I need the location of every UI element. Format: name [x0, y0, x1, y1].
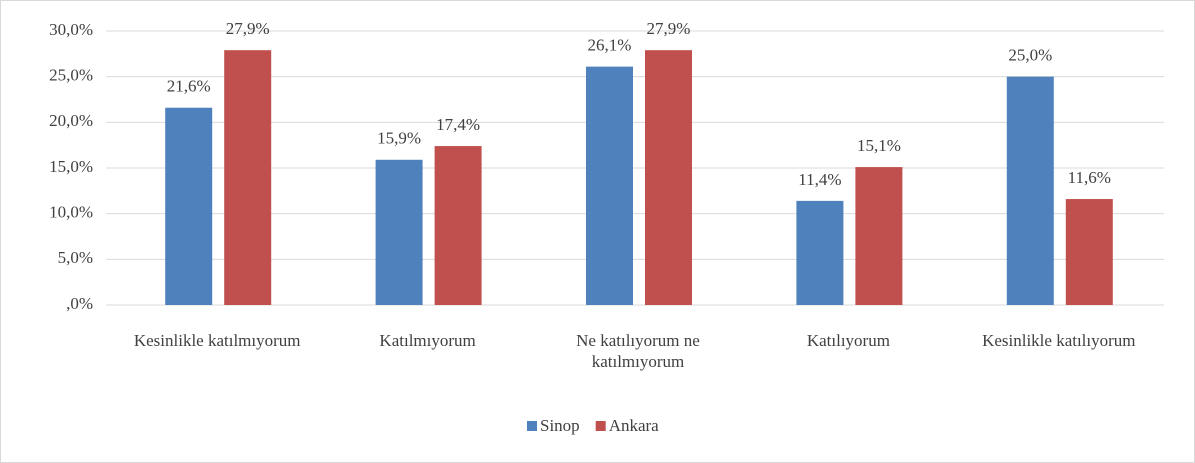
y-tick-label: ,0% — [66, 294, 93, 313]
bar — [434, 146, 482, 305]
y-tick-label: 30,0% — [49, 20, 93, 39]
bar — [1065, 199, 1113, 305]
legend-label: Sinop — [540, 416, 580, 435]
bar — [855, 167, 903, 305]
x-tick-label: Katılmıyorum — [379, 331, 476, 350]
data-label: 17,4% — [436, 115, 480, 134]
data-label: 21,6% — [167, 77, 211, 96]
data-label: 11,6% — [1068, 168, 1111, 187]
legend-swatch — [595, 421, 606, 431]
x-tick-label: Kesinlikle katılmıyorum — [133, 331, 301, 350]
legend-label: Ankara — [609, 416, 659, 435]
data-label: 27,9% — [226, 19, 270, 38]
bar — [796, 200, 844, 305]
bar — [1006, 76, 1054, 306]
bar — [375, 159, 423, 305]
x-tick-label: Katılıyorum — [806, 331, 890, 350]
data-label: 27,9% — [647, 19, 691, 38]
y-tick-label: 20,0% — [49, 111, 93, 130]
y-tick-label: 10,0% — [49, 203, 93, 222]
data-label: 25,0% — [1008, 46, 1052, 65]
data-label: 11,4% — [798, 170, 841, 189]
data-label: 26,1% — [588, 36, 632, 55]
data-label: 15,9% — [377, 129, 421, 148]
y-tick-label: 25,0% — [49, 66, 93, 85]
bar — [645, 50, 692, 306]
x-tick-label: Kesinlikle katılıyorum — [982, 331, 1136, 350]
bar — [224, 50, 272, 306]
bar — [165, 107, 213, 305]
x-tick-label: Ne katılıyorum ne katılmıyorum — [576, 331, 700, 371]
data-label: 15,1% — [857, 136, 901, 155]
y-tick-label: 5,0% — [58, 248, 93, 267]
bar — [586, 66, 633, 306]
legend-swatch — [527, 421, 537, 431]
y-tick-label: 15,0% — [49, 157, 93, 176]
